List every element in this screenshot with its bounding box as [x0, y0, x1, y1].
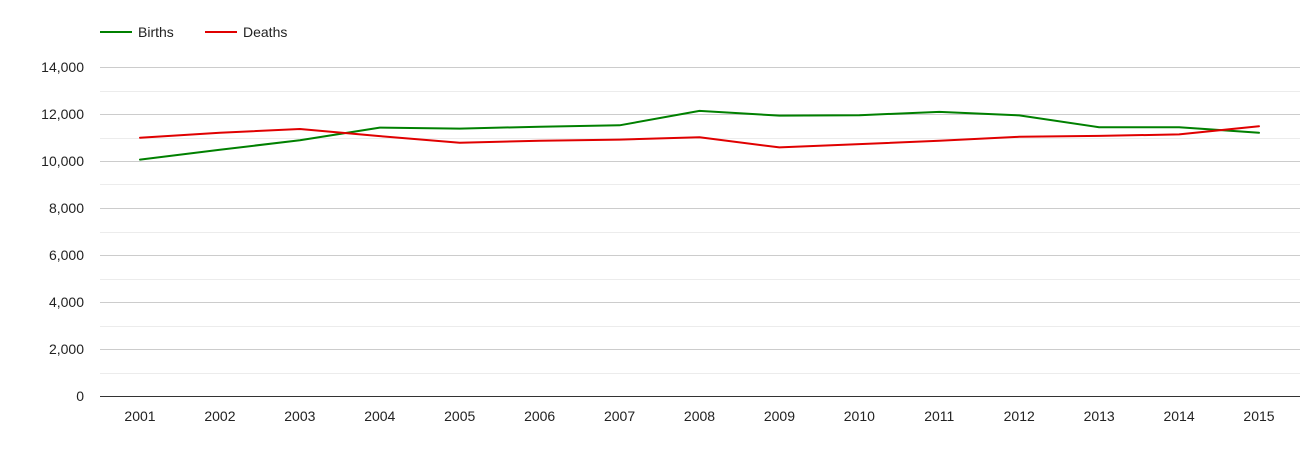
- legend-label: Births: [138, 24, 174, 40]
- x-tick-label: 2014: [1163, 408, 1194, 424]
- legend: Births Deaths: [100, 24, 287, 40]
- x-tick-label: 2006: [524, 408, 555, 424]
- legend-item-births: Births: [100, 24, 174, 40]
- x-tick-label: 2008: [684, 408, 715, 424]
- major-gridlines: [100, 67, 1300, 397]
- y-tick-label: 10,000: [41, 153, 84, 169]
- x-tick-label: 2004: [364, 408, 395, 424]
- series-lines: [139, 109, 1260, 161]
- x-tick-label: 2009: [764, 408, 795, 424]
- y-tick-label: 0: [76, 388, 84, 404]
- series-line-births: [139, 109, 1260, 161]
- x-axis-tick-labels: 2001 2002 2003 2004 2005 2006 2007 2008 2009 2010…: [124, 408, 1274, 424]
- x-tick-label: 2007: [604, 408, 635, 424]
- x-tick-label: 2001: [124, 408, 155, 424]
- y-tick-label: 6,000: [49, 247, 84, 263]
- x-tick-label: 2010: [844, 408, 875, 424]
- legend-label: Deaths: [243, 24, 287, 40]
- series-line-deaths: [139, 125, 1260, 149]
- y-tick-label: 2,000: [49, 341, 84, 357]
- x-tick-label: 2005: [444, 408, 475, 424]
- x-tick-label: 2015: [1243, 408, 1274, 424]
- y-tick-label: 14,000: [41, 59, 84, 75]
- minor-gridlines: [100, 91, 1300, 374]
- x-tick-label: 2002: [204, 408, 235, 424]
- x-tick-label: 2003: [284, 408, 315, 424]
- y-tick-label: 12,000: [41, 106, 84, 122]
- x-tick-label: 2013: [1084, 408, 1115, 424]
- legend-item-deaths: Deaths: [205, 24, 287, 40]
- y-tick-label: 4,000: [49, 294, 84, 310]
- x-tick-label: 2011: [924, 408, 954, 424]
- y-tick-label: 8,000: [49, 200, 84, 216]
- x-tick-label: 2012: [1004, 408, 1035, 424]
- y-axis-tick-labels: 0 2,000 4,000 6,000 8,000 10,000 12,000 14,000: [41, 59, 84, 404]
